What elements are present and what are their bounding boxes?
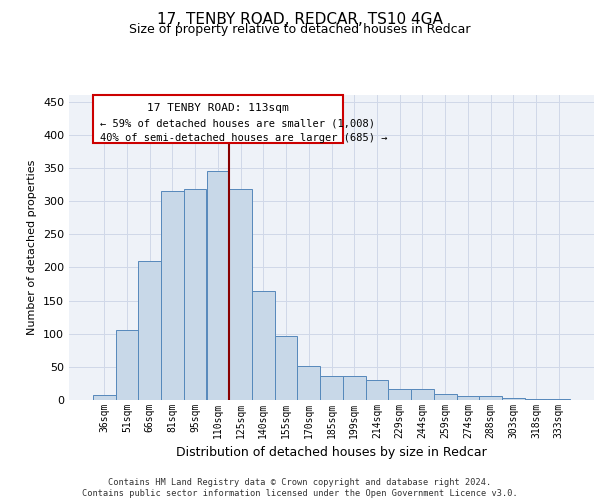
Bar xyxy=(457,396,479,400)
Bar xyxy=(343,376,365,400)
Bar xyxy=(229,189,252,400)
Bar xyxy=(161,191,184,400)
Text: Size of property relative to detached houses in Redcar: Size of property relative to detached ho… xyxy=(129,24,471,36)
Bar xyxy=(320,376,343,400)
Bar xyxy=(434,394,457,400)
Bar xyxy=(365,380,388,400)
Bar xyxy=(93,95,343,142)
Bar xyxy=(139,261,161,400)
Text: 17, TENBY ROAD, REDCAR, TS10 4GA: 17, TENBY ROAD, REDCAR, TS10 4GA xyxy=(157,12,443,28)
Bar xyxy=(184,189,206,400)
Bar xyxy=(298,366,320,400)
Bar xyxy=(116,330,139,400)
Bar xyxy=(252,290,275,400)
Bar xyxy=(547,398,570,400)
Bar xyxy=(502,398,524,400)
Bar xyxy=(206,171,229,400)
Bar xyxy=(275,336,298,400)
Text: 40% of semi-detached houses are larger (685) →: 40% of semi-detached houses are larger (… xyxy=(100,134,387,143)
Bar xyxy=(411,390,434,400)
Text: 17 TENBY ROAD: 113sqm: 17 TENBY ROAD: 113sqm xyxy=(147,103,289,113)
Y-axis label: Number of detached properties: Number of detached properties xyxy=(28,160,37,335)
Text: Contains HM Land Registry data © Crown copyright and database right 2024.
Contai: Contains HM Land Registry data © Crown c… xyxy=(82,478,518,498)
Bar xyxy=(388,390,411,400)
X-axis label: Distribution of detached houses by size in Redcar: Distribution of detached houses by size … xyxy=(176,446,487,460)
Bar xyxy=(479,396,502,400)
Bar xyxy=(93,396,116,400)
Text: ← 59% of detached houses are smaller (1,008): ← 59% of detached houses are smaller (1,… xyxy=(100,118,374,128)
